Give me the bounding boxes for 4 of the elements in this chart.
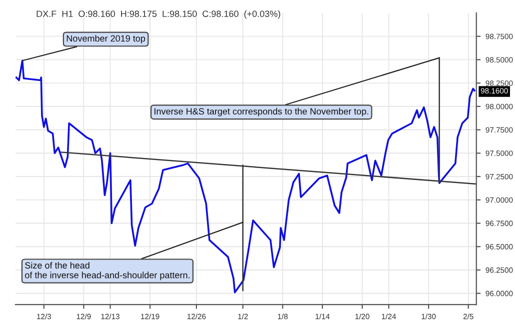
chart-title: DX.F H1 O:98.160 H:98.175 L:98.150 C:98.160 (+0.03%) (36, 10, 280, 19)
annotation: Size of the head of the inverse head-and-shoulder pattern. (25, 262, 190, 280)
annotation: Inverse H&S target corresponds to the November top. (154, 108, 368, 116)
annotation: November 2019 top (66, 34, 146, 44)
